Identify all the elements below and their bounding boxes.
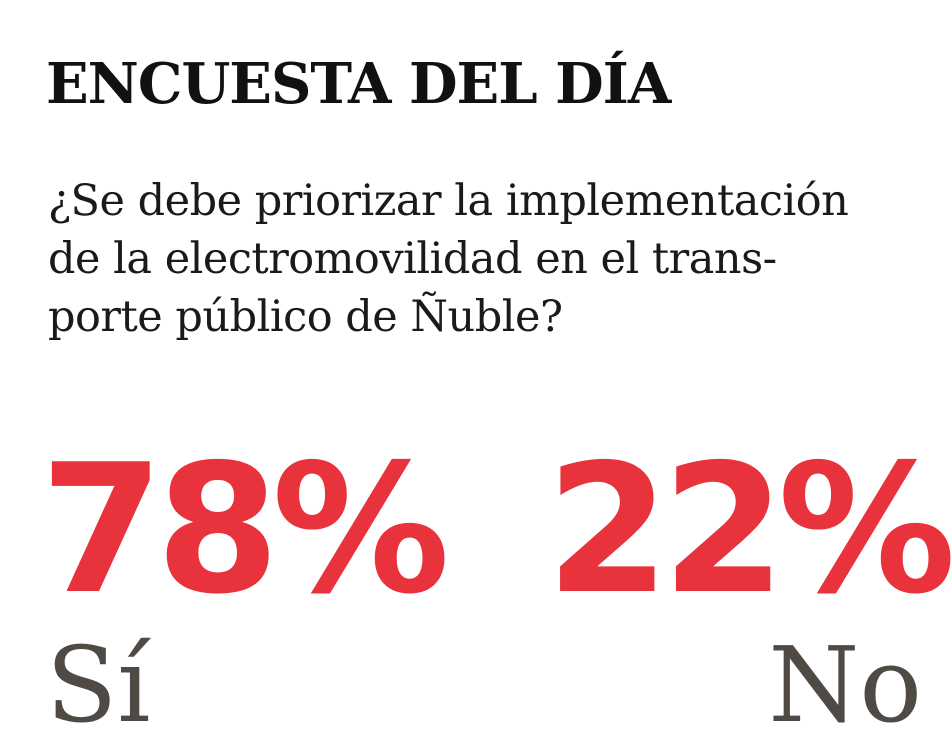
poll-question-line: ¿Se debe priorizar la implementación (48, 176, 849, 226)
poll-title: ENCUESTA DEL DÍA (46, 51, 671, 117)
result-yes: 78% (40, 426, 450, 633)
poll-question-line: porte público de Ñuble? (48, 292, 563, 342)
result-answer-no: No (768, 624, 922, 746)
poll-question: ¿Se debe priorizar la implementación de … (48, 172, 928, 346)
poll-question-line: de la electromovilidad en el trans- (48, 234, 777, 284)
result-percent-no: 22% (546, 426, 952, 633)
result-answer-yes: Sí (46, 624, 151, 746)
result-percent-yes: 78% (40, 426, 450, 633)
result-no: 22% (546, 426, 952, 633)
